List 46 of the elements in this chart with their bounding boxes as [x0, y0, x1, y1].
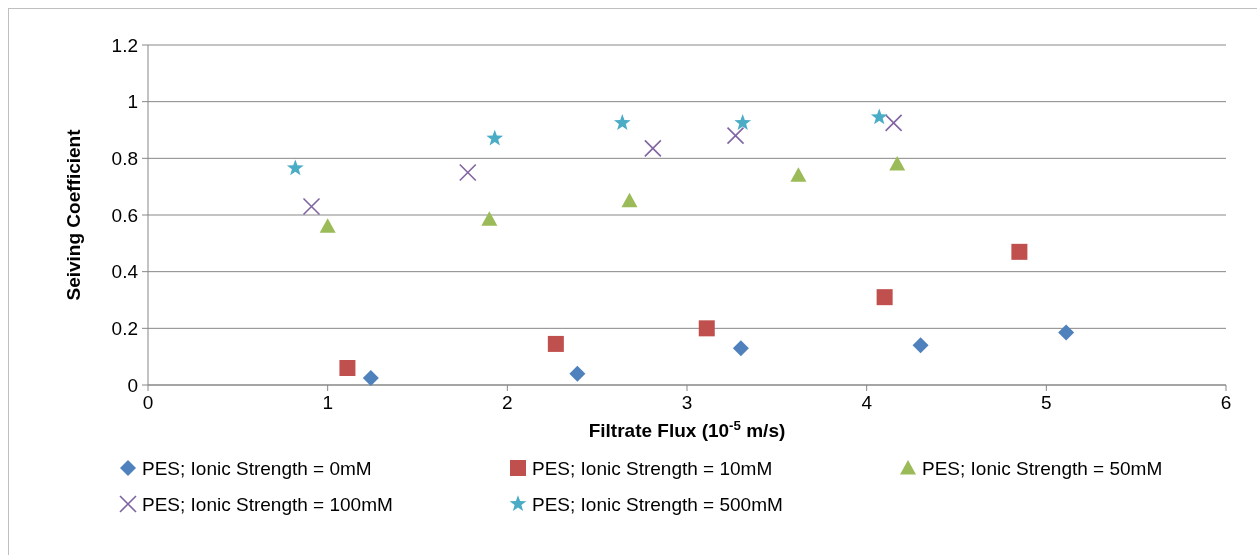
point — [790, 167, 807, 182]
point — [319, 218, 336, 233]
point — [876, 289, 893, 306]
point — [286, 159, 304, 176]
y-tick-label: 0.8 — [111, 147, 138, 169]
point — [339, 360, 356, 376]
point — [734, 114, 752, 131]
y-axis-title: Seiving Coefficient — [63, 128, 84, 301]
point — [732, 340, 749, 357]
point — [621, 192, 638, 208]
point — [884, 114, 903, 132]
point — [481, 211, 498, 226]
x-tick-label: 4 — [861, 392, 873, 413]
y-tick-label: 1.2 — [111, 34, 138, 56]
y-tick-label: 0.4 — [111, 261, 139, 283]
y-tick-label: 0.2 — [111, 317, 138, 339]
point — [459, 163, 477, 182]
point — [486, 129, 504, 146]
legend-label: PES; Ionic Strength = 10mM — [532, 457, 773, 479]
y-tick-label: 0 — [127, 374, 138, 396]
point — [1011, 243, 1028, 260]
point — [870, 108, 888, 125]
x-axis-title: Filtrate Flux (10$^{-5}$ m/s) — [588, 417, 786, 441]
legend-label: PES; Ionic Strength = 500mM — [532, 493, 783, 515]
point — [889, 156, 906, 171]
x-tick-label: 5 — [1041, 392, 1052, 413]
y-tick-label: 0.6 — [111, 204, 138, 226]
y-tick-label: 1 — [127, 91, 138, 113]
x-tick-label: 2 — [502, 392, 513, 413]
point — [1058, 324, 1075, 341]
point — [644, 139, 662, 158]
x-tick-label: 6 — [1220, 392, 1232, 413]
point — [912, 337, 929, 354]
x-tick-label: 3 — [681, 392, 693, 413]
x-tick-label: 1 — [322, 392, 333, 413]
point — [547, 335, 564, 352]
point — [726, 126, 745, 145]
x-tick-label: 0 — [142, 392, 154, 413]
legend-label: PES; Ionic Strength = 100mM — [142, 493, 393, 515]
point — [362, 369, 379, 386]
point — [698, 320, 715, 337]
legend-label: PES; Ionic Strength = 0mM — [142, 457, 372, 479]
legend-label: PES; Ionic Strength = 50mM — [922, 457, 1163, 479]
point — [569, 365, 586, 382]
point — [302, 197, 321, 216]
point — [613, 114, 631, 131]
